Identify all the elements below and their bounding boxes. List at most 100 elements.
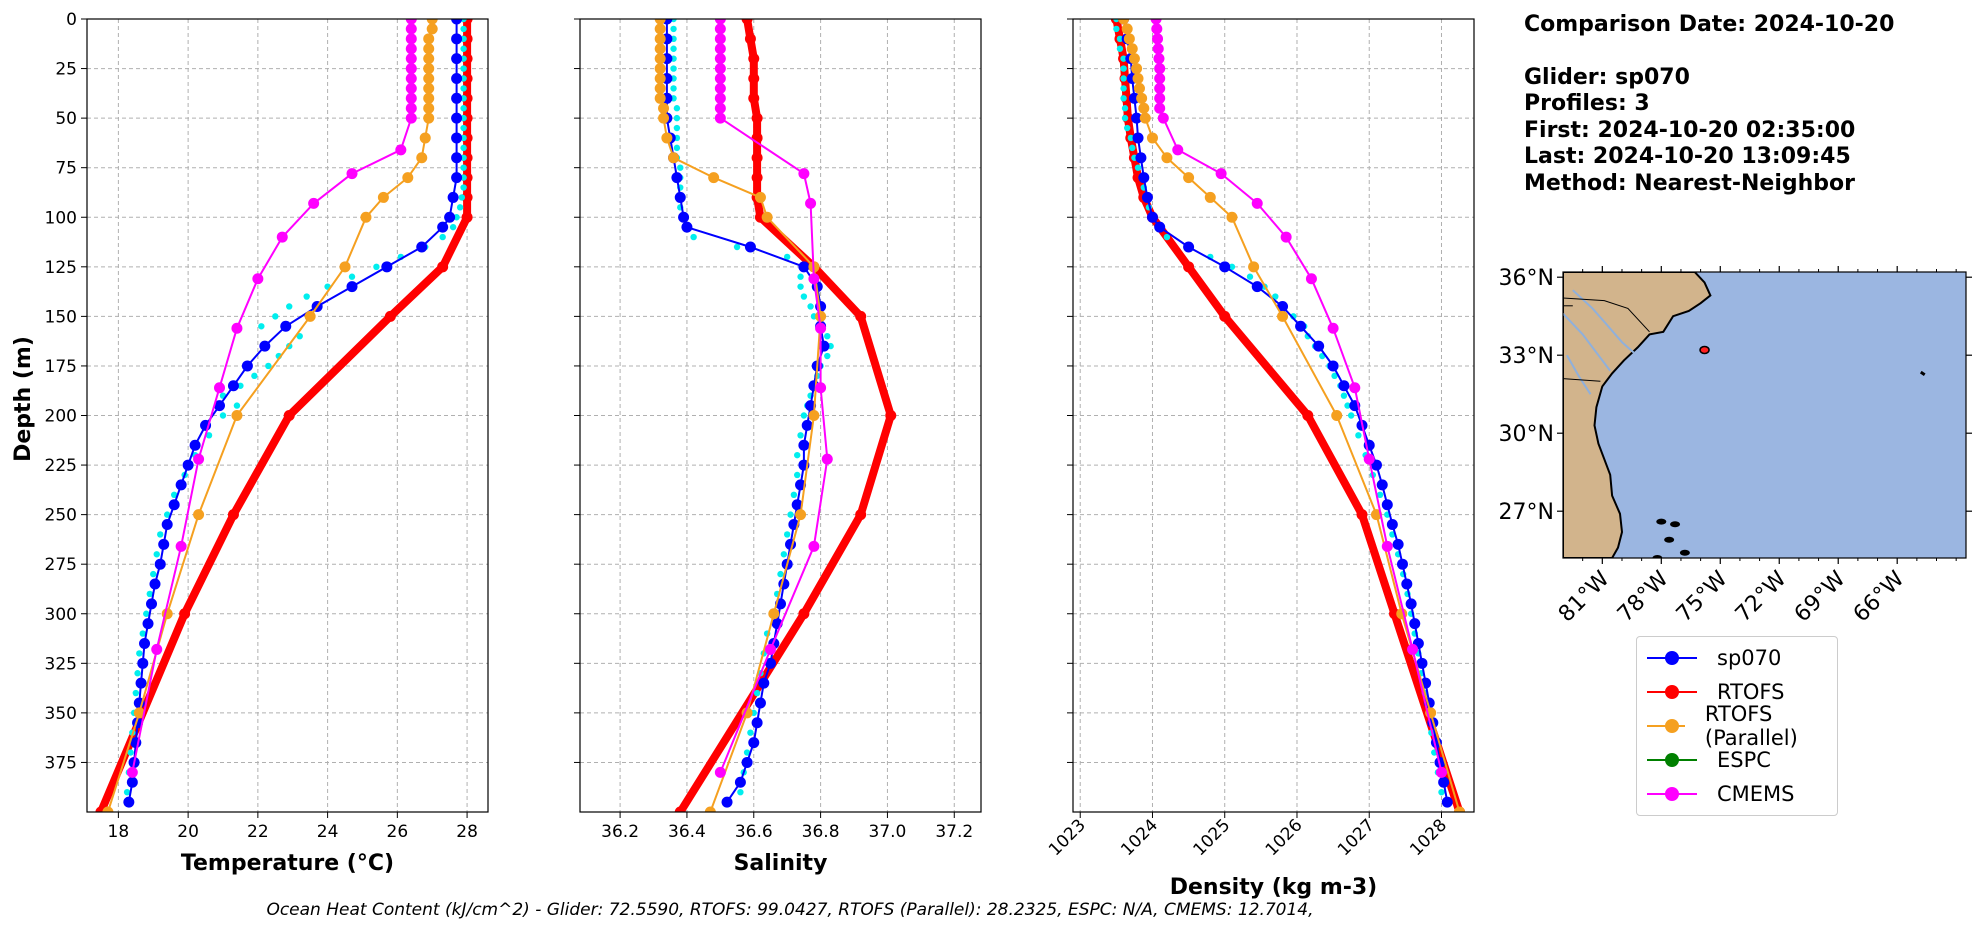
data-point [1138, 102, 1150, 114]
data-point [149, 578, 161, 590]
map-frame [1562, 271, 1967, 559]
raw-point [460, 174, 467, 181]
data-point [1139, 112, 1151, 124]
legend-swatch [1643, 779, 1701, 809]
raw-point [143, 610, 150, 617]
data-point [276, 231, 288, 243]
data-point [1126, 43, 1138, 55]
data-point [1132, 72, 1144, 84]
data-point [1441, 796, 1453, 808]
data-point [175, 540, 187, 552]
data-point [405, 102, 417, 114]
data-point [671, 172, 683, 184]
data-point [346, 281, 358, 293]
data-point [1161, 152, 1173, 164]
data-point [798, 168, 810, 180]
y-tick-label: 300 [45, 605, 77, 625]
data-point [714, 72, 726, 84]
data-point [654, 19, 666, 25]
raw-point [1113, 25, 1120, 33]
data-point [751, 152, 763, 164]
data-point [423, 92, 435, 104]
raw-point [1376, 491, 1384, 498]
raw-point [251, 372, 258, 380]
legend-item: RTOFS [1643, 677, 1784, 707]
data-point [451, 112, 463, 124]
panel-1: 18 20 22 24 26 28 0 25 50 75 100 125 150 175 200 225 250… [45, 10, 489, 876]
data-point [1405, 598, 1417, 610]
data-point [381, 261, 393, 273]
raw-point [373, 263, 380, 271]
data-point [1226, 211, 1238, 223]
raw-point [460, 35, 467, 43]
lon-tick-label: 78°W [1613, 566, 1674, 627]
data-point [1454, 806, 1466, 812]
data-point [146, 598, 158, 610]
data-point [1313, 340, 1325, 352]
data-point [1204, 191, 1216, 203]
raw-point [134, 670, 141, 677]
data-point [654, 63, 666, 75]
data-point [764, 643, 776, 655]
data-point [384, 310, 396, 322]
data-point [815, 310, 827, 322]
data-point [1133, 82, 1145, 94]
series-cmems [1150, 19, 1447, 778]
raw-point [460, 95, 467, 102]
raw-point [794, 471, 801, 479]
legend-swatch [1643, 745, 1701, 775]
data-point [1416, 657, 1428, 669]
data-point [451, 19, 463, 25]
data-point [1381, 499, 1393, 511]
raw-point [824, 352, 831, 360]
raw-point [123, 788, 131, 796]
raw-point [1120, 65, 1127, 72]
lon-tick-label: 66°W [1849, 566, 1910, 627]
data-point [744, 241, 756, 253]
raw-point [1347, 412, 1355, 419]
data-point [658, 112, 670, 124]
data-point [231, 322, 243, 334]
raw-point [1129, 144, 1136, 152]
x-tick-label: 18 [108, 822, 130, 842]
raw-point [824, 333, 831, 340]
data-point [259, 340, 271, 352]
data-point [193, 453, 205, 465]
data-point [714, 766, 726, 778]
data-point [748, 53, 760, 65]
lon-tick-label: 81°W [1554, 566, 1615, 627]
data-point [1135, 152, 1147, 164]
data-point [133, 707, 145, 719]
data-point [214, 382, 226, 394]
data-point [346, 168, 358, 180]
raw-point [460, 114, 467, 122]
data-point [1141, 191, 1153, 203]
data-point [808, 540, 820, 552]
data-point [1305, 273, 1317, 285]
data-point [1356, 509, 1368, 521]
x-tick-label: 1024 [1117, 815, 1162, 860]
raw-point [1163, 233, 1171, 241]
data-point [423, 102, 435, 114]
raw-point [439, 233, 446, 241]
data-point [126, 776, 138, 788]
x-tick-label: 1028 [1406, 815, 1451, 860]
glider-name: Glider: sp070 [1524, 64, 1690, 90]
data-point [241, 360, 253, 372]
raw-point [164, 511, 171, 518]
x-tick-label: 1026 [1262, 815, 1307, 860]
data-point [1251, 281, 1263, 293]
raw-point [673, 144, 681, 152]
raw-point [460, 134, 467, 142]
data-point [714, 63, 726, 75]
data-point [426, 23, 438, 35]
data-point [280, 320, 292, 332]
raw-point [272, 313, 279, 320]
legend-label: RTOFS (Parallel) [1704, 702, 1798, 750]
data-point [158, 538, 170, 550]
data-point [405, 53, 417, 65]
data-point [451, 92, 463, 104]
legend-swatch [1643, 677, 1701, 707]
y-tick-label: 150 [45, 307, 77, 327]
data-point [154, 558, 166, 570]
